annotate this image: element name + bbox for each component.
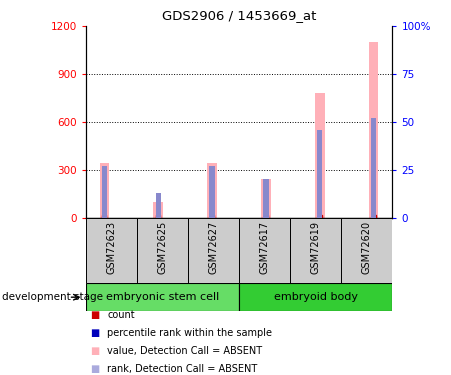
Text: count: count [107, 310, 135, 320]
Text: GSM72619: GSM72619 [311, 221, 321, 274]
Bar [207, 164, 217, 218]
Text: ■: ■ [90, 310, 100, 320]
Text: embryoid body: embryoid body [274, 292, 358, 302]
Text: ■: ■ [90, 328, 100, 338]
Bar [239, 283, 392, 311]
Text: embryonic stem cell: embryonic stem cell [106, 292, 219, 302]
Text: GSM72620: GSM72620 [362, 221, 372, 274]
Bar [371, 118, 376, 218]
Bar [156, 193, 161, 217]
Bar [263, 179, 269, 218]
Bar [290, 217, 341, 283]
Bar [153, 202, 163, 217]
Text: GSM72617: GSM72617 [260, 221, 270, 274]
Text: GDS2906 / 1453669_at: GDS2906 / 1453669_at [162, 9, 316, 22]
Text: GSM72625: GSM72625 [157, 221, 167, 274]
Text: GSM72627: GSM72627 [208, 221, 218, 274]
Bar [86, 283, 239, 311]
Text: ■: ■ [90, 364, 100, 374]
Bar [86, 217, 137, 283]
Bar [188, 217, 239, 283]
Text: rank, Detection Call = ABSENT: rank, Detection Call = ABSENT [107, 364, 258, 374]
Bar [261, 179, 271, 218]
Bar [315, 93, 325, 218]
Bar [239, 217, 290, 283]
Text: development stage: development stage [2, 292, 103, 302]
Bar [102, 166, 107, 218]
Text: percentile rank within the sample: percentile rank within the sample [107, 328, 272, 338]
Bar [317, 129, 322, 218]
Text: GSM72623: GSM72623 [106, 221, 116, 274]
Bar [137, 217, 188, 283]
Text: value, Detection Call = ABSENT: value, Detection Call = ABSENT [107, 346, 262, 356]
Text: ■: ■ [90, 346, 100, 356]
Bar [369, 42, 378, 218]
Bar [341, 217, 392, 283]
Bar [100, 164, 109, 218]
Bar [209, 166, 215, 218]
